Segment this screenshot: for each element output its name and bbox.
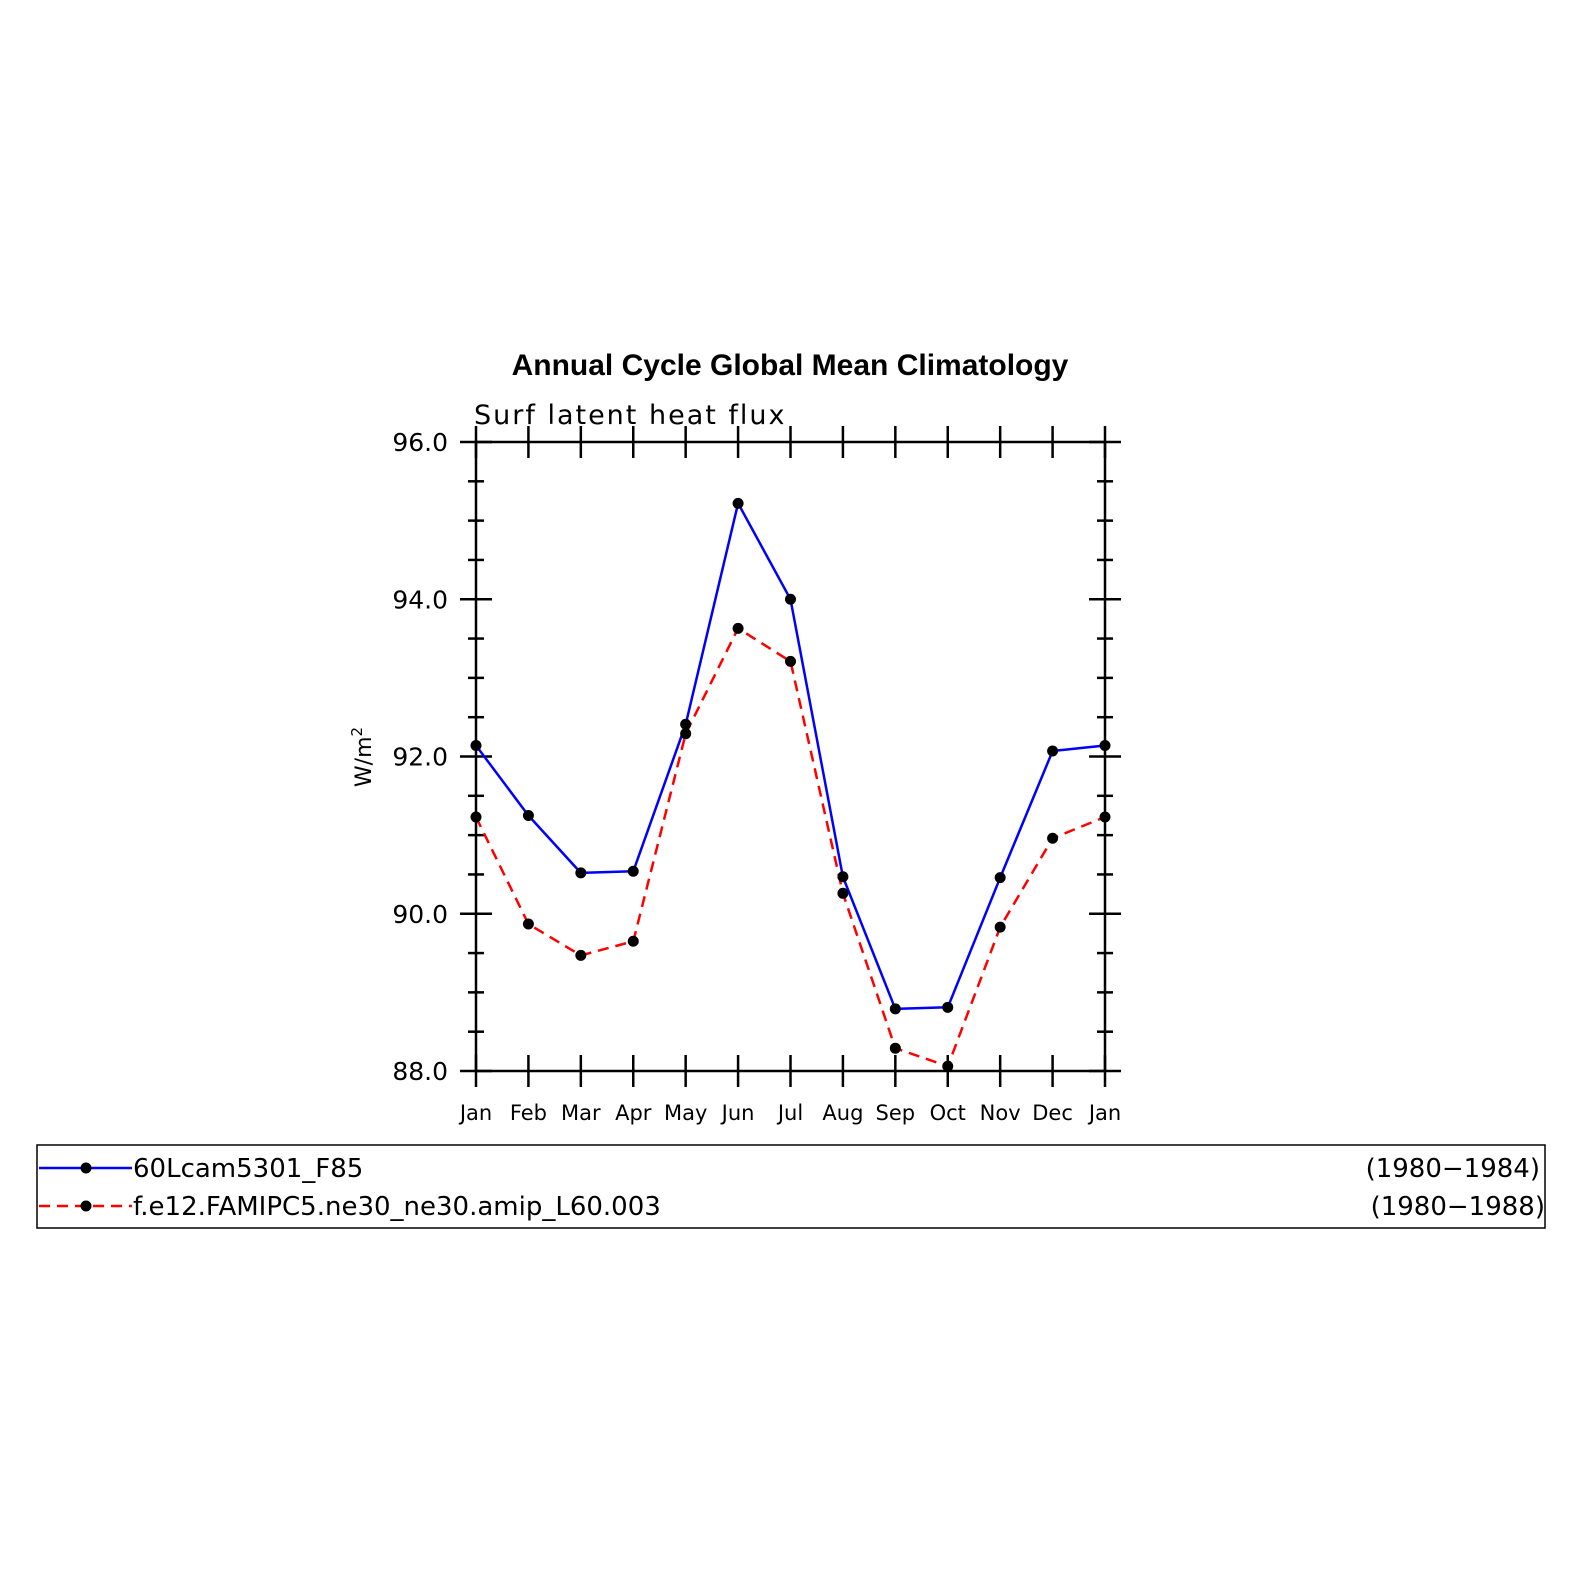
x-tick-label: Apr <box>615 1101 652 1125</box>
y-tick-label: 88.0 <box>392 1057 448 1086</box>
data-point-series-2 <box>627 935 639 947</box>
data-point-series-2 <box>1047 832 1059 844</box>
y-tick-label: 96.0 <box>392 428 448 457</box>
y-tick-labels: 88.0 90.0 92.0 94.0 96.0 <box>392 428 448 1086</box>
data-point-series-2 <box>942 1060 954 1072</box>
data-point-series-1 <box>889 1003 901 1015</box>
x-tick-label: Jan <box>1087 1101 1121 1125</box>
legend-period-1: (1980−1984) <box>1366 1154 1540 1184</box>
data-point-series-2 <box>732 622 744 634</box>
data-point-series-2 <box>994 921 1006 933</box>
data-point-series-2 <box>470 811 482 823</box>
data-point-series-2 <box>575 949 587 961</box>
x-tick-label: Mar <box>561 1101 601 1125</box>
data-point-series-1 <box>785 593 796 605</box>
chart-title: Annual Cycle Global Mean Climatology <box>512 349 1069 382</box>
y-tick-label: 92.0 <box>392 743 448 772</box>
series-lines <box>474 502 1106 1068</box>
y-axis-label-superscript: 2 <box>348 727 366 737</box>
legend-entry-1: 60Lcam5301_F85 (1980−1984) <box>39 1154 1540 1184</box>
y-axis-label-unit: W/m <box>352 736 377 787</box>
x-tick-label: Aug <box>822 1101 863 1125</box>
data-point-series-1 <box>1047 745 1059 757</box>
data-point-series-1 <box>680 718 692 730</box>
legend-period-2: (1980−1988) <box>1371 1192 1545 1222</box>
data-point-series-1 <box>627 865 639 877</box>
data-point-series-2 <box>889 1042 901 1054</box>
axis-ticks <box>460 426 1121 1087</box>
data-point-series-2 <box>785 655 796 667</box>
x-tick-label: Oct <box>930 1101 966 1125</box>
x-tick-label: Jul <box>776 1101 803 1125</box>
data-point-series-1 <box>522 809 534 821</box>
data-point-series-1 <box>575 867 587 879</box>
x-tick-label: Dec <box>1032 1101 1073 1125</box>
x-tick-label: Nov <box>980 1101 1021 1125</box>
legend-marker-2 <box>80 1200 92 1212</box>
legend-label-1: 60Lcam5301_F85 <box>133 1154 363 1184</box>
x-tick-label: Sep <box>876 1101 916 1125</box>
chart-subtitle: Surf latent heat flux <box>474 400 787 431</box>
data-point-series-2 <box>522 918 534 930</box>
y-axis-label: W/m2 <box>348 727 377 787</box>
data-point-series-2 <box>1099 811 1111 823</box>
data-point-series-1 <box>732 497 744 509</box>
x-tick-label: Feb <box>510 1101 547 1125</box>
data-point-series-2 <box>680 728 692 740</box>
legend-label-2: f.e12.FAMIPC5.ne30_ne30.amip_L60.003 <box>133 1192 661 1222</box>
x-tick-label: May <box>664 1101 707 1125</box>
legend-marker-1 <box>80 1162 92 1174</box>
data-point-series-2 <box>837 887 849 899</box>
data-point-series-1 <box>1099 739 1111 751</box>
x-tick-label: Jun <box>720 1101 755 1125</box>
series-markers <box>470 497 1111 1072</box>
data-point-series-1 <box>837 871 849 883</box>
data-point-series-1 <box>942 1001 954 1013</box>
x-tick-labels: Jan Feb Mar Apr May Jun Jul Aug Sep Oct Nov Dec Jan <box>458 1101 1121 1125</box>
data-point-series-1 <box>994 872 1006 884</box>
series-line-2 <box>474 627 1106 1068</box>
x-tick-label: Jan <box>458 1101 492 1125</box>
series-line-1 <box>474 502 1106 1011</box>
data-point-series-1 <box>470 739 482 751</box>
y-tick-label: 90.0 <box>392 900 448 929</box>
y-tick-label: 94.0 <box>392 585 448 614</box>
plot-frame <box>474 440 1107 1073</box>
legend-box <box>36 1144 1546 1229</box>
legend-entry-2: f.e12.FAMIPC5.ne30_ne30.amip_L60.003 (19… <box>39 1192 1545 1222</box>
